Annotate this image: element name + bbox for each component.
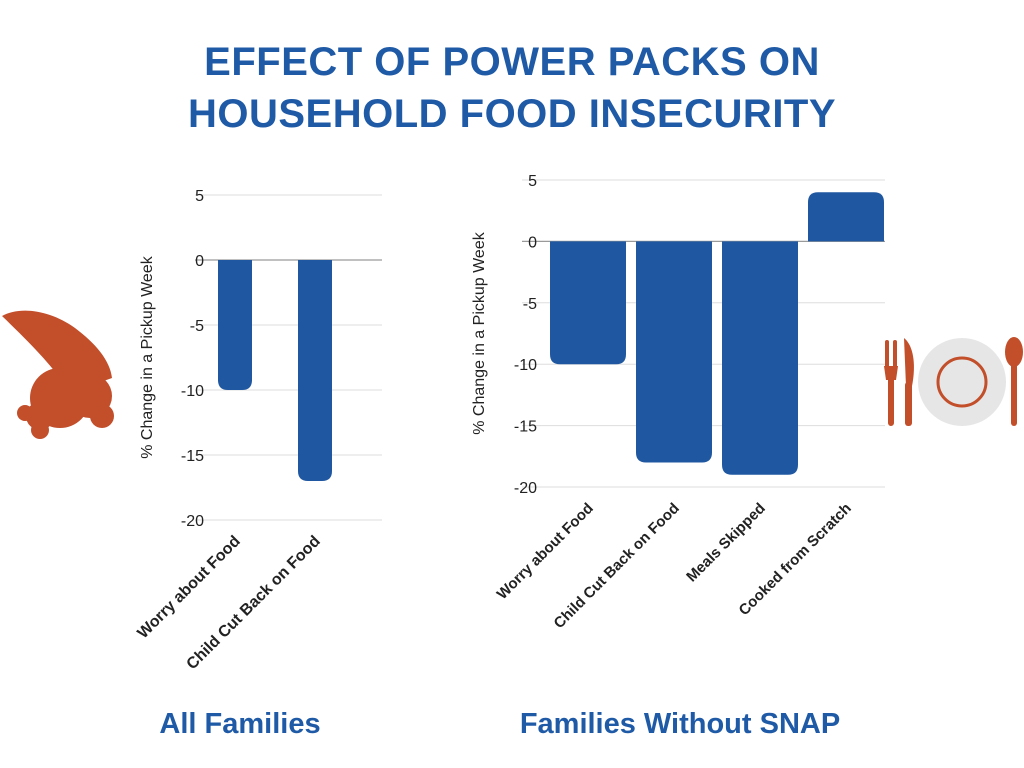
y-tick-nosnap-3: -10	[514, 357, 537, 374]
chart-caption-without-snap: Families Without SNAP	[519, 708, 841, 740]
y-tick-nosnap-4: -15	[514, 419, 537, 436]
bar-all-1	[298, 260, 332, 481]
category-label-all-1: Child Cut Back on Food	[184, 533, 324, 673]
y-tick-all-5: -20	[181, 513, 204, 530]
y-tick-all-0: 5	[195, 188, 204, 205]
bar-nosnap-1	[636, 241, 712, 463]
y-tick-nosnap-1: 0	[528, 234, 537, 251]
category-label-nosnap-0: Worry about Food	[494, 500, 597, 603]
bar-all-0	[218, 260, 252, 390]
y-tick-all-2: -5	[190, 318, 204, 335]
bar-nosnap-0	[550, 241, 626, 365]
y-axis-label-nosnap: % Change in a Pickup Week	[471, 231, 488, 434]
y-tick-all-1: 0	[195, 253, 204, 270]
title-line-1: EFFECT OF POWER PACKS ON	[204, 40, 820, 84]
bar-nosnap-2	[722, 241, 798, 475]
y-axis-label-all: % Change in a Pickup Week	[139, 255, 156, 458]
cornucopia-icon	[2, 310, 114, 439]
y-tick-nosnap-5: -20	[514, 480, 537, 497]
y-tick-all-4: -15	[181, 448, 204, 465]
page-title: EFFECT OF POWER PACKS ON HOUSEHOLD FOOD …	[0, 36, 1024, 140]
category-label-nosnap-2: Meals Skipped	[683, 500, 769, 586]
y-tick-all-3: -10	[181, 383, 204, 400]
y-tick-nosnap-0: 5	[528, 173, 537, 190]
y-tick-nosnap-2: -5	[523, 296, 537, 313]
bar-nosnap-3	[808, 192, 884, 242]
title-line-2: HOUSEHOLD FOOD INSECURITY	[187, 92, 837, 136]
chart-caption-all-families: All Families	[159, 708, 321, 740]
place-setting-icon	[884, 337, 1023, 426]
